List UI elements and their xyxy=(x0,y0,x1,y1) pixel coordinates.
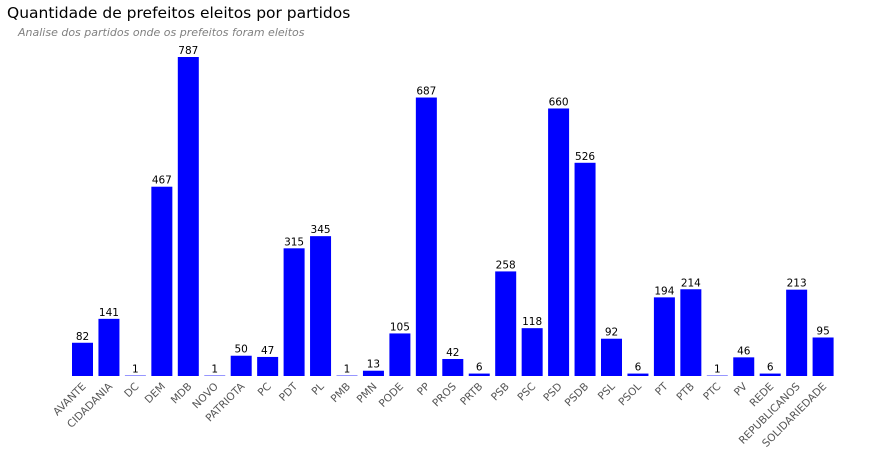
data-label-avante: 82 xyxy=(76,331,89,343)
x-tick-label-pdt: PDT xyxy=(277,380,301,404)
data-label-solidariedade: 95 xyxy=(816,325,829,337)
data-label-rede: 6 xyxy=(767,362,774,374)
x-tick-label-pv: PV xyxy=(732,380,751,399)
bar-solidariedade xyxy=(812,337,834,376)
x-tick-label-ptb: PTB xyxy=(674,381,697,404)
bar-pros xyxy=(442,358,464,376)
x-tick-label-psdb: PSDB xyxy=(563,381,591,409)
bar-avante xyxy=(72,342,93,376)
x-tick-label-psd: PSD xyxy=(541,381,564,404)
bar-prtb xyxy=(468,373,490,376)
bar-pp xyxy=(415,97,437,376)
data-label-ptc: 1 xyxy=(714,364,721,376)
data-label-pt: 194 xyxy=(654,285,674,297)
bar-rede xyxy=(759,373,781,376)
bar-ptb xyxy=(680,289,702,376)
x-tick-label-psol: PSOL xyxy=(616,381,644,409)
data-label-pv: 46 xyxy=(737,345,751,357)
x-tick-label-pmb: PMB xyxy=(329,381,353,405)
x-tick-label-dem: DEM xyxy=(143,381,168,406)
bar-psc xyxy=(521,328,543,376)
bar-pv xyxy=(733,357,755,376)
data-label-psb: 258 xyxy=(496,259,516,271)
data-label-republicanos: 213 xyxy=(787,278,807,290)
bar-psl xyxy=(601,338,622,376)
data-label-psl: 92 xyxy=(605,327,618,339)
x-tick-label-psb: PSB xyxy=(489,381,512,404)
x-tick-label-psl: PSL xyxy=(596,381,618,403)
x-tick-label-ptc: PTC xyxy=(701,381,723,403)
x-tick-label-pt: PT xyxy=(653,380,671,398)
bar-patriota xyxy=(230,355,252,376)
x-tick-label-pros: PROS xyxy=(430,380,459,409)
x-tick-label-pc: PC xyxy=(256,381,274,399)
bar-psol xyxy=(627,373,649,376)
bar-mdb xyxy=(177,57,199,376)
x-tick-label-pmn: PMN xyxy=(355,381,380,406)
data-label-ptb: 214 xyxy=(681,277,701,289)
chart-subtitle: Analise dos partidos onde os prefeitos f… xyxy=(18,26,305,39)
x-tick-label-prtb: PRTB xyxy=(458,381,485,408)
x-tick-label-pode: PODE xyxy=(377,381,406,410)
data-label-pmb: 1 xyxy=(344,364,351,376)
bar-pode xyxy=(389,333,411,376)
data-label-pdt: 315 xyxy=(284,236,304,248)
data-label-psd: 660 xyxy=(549,96,569,108)
data-label-prtb: 6 xyxy=(476,362,483,374)
chart-title: Quantidade de prefeitos eleitos por part… xyxy=(7,4,351,22)
data-label-novo: 1 xyxy=(211,364,218,376)
x-tick-label-pp: PP xyxy=(415,381,432,398)
data-label-psc: 118 xyxy=(522,316,542,328)
bar-pc xyxy=(257,356,279,376)
bar-dem xyxy=(151,186,173,376)
bar-pmn xyxy=(362,370,384,376)
data-label-psol: 6 xyxy=(635,362,642,374)
bar-psb xyxy=(495,271,517,376)
data-label-pl: 345 xyxy=(311,224,331,236)
data-label-pc: 47 xyxy=(261,345,274,357)
data-label-mdb: 787 xyxy=(178,45,198,57)
x-tick-label-psc: PSC xyxy=(515,381,538,404)
bar-pl xyxy=(310,236,332,376)
data-label-pp: 687 xyxy=(416,86,436,98)
data-label-psdb: 526 xyxy=(575,151,595,163)
bar-republicanos xyxy=(786,289,808,376)
x-tick-label-pl: PL xyxy=(310,381,327,398)
data-label-pros: 42 xyxy=(446,347,459,359)
data-label-cidadania: 141 xyxy=(99,307,119,319)
bar-pdt xyxy=(283,248,305,376)
data-label-dem: 467 xyxy=(152,175,172,187)
bar-psd xyxy=(548,108,570,376)
x-tick-label-dc: DC xyxy=(122,381,141,400)
data-label-pmn: 13 xyxy=(367,359,380,371)
bar-cidadania xyxy=(98,318,120,376)
data-label-pode: 105 xyxy=(390,321,410,333)
bar-pt xyxy=(653,297,675,376)
data-label-patriota: 50 xyxy=(235,344,248,356)
data-label-dc: 1 xyxy=(132,364,139,376)
bar-psdb xyxy=(574,162,596,376)
